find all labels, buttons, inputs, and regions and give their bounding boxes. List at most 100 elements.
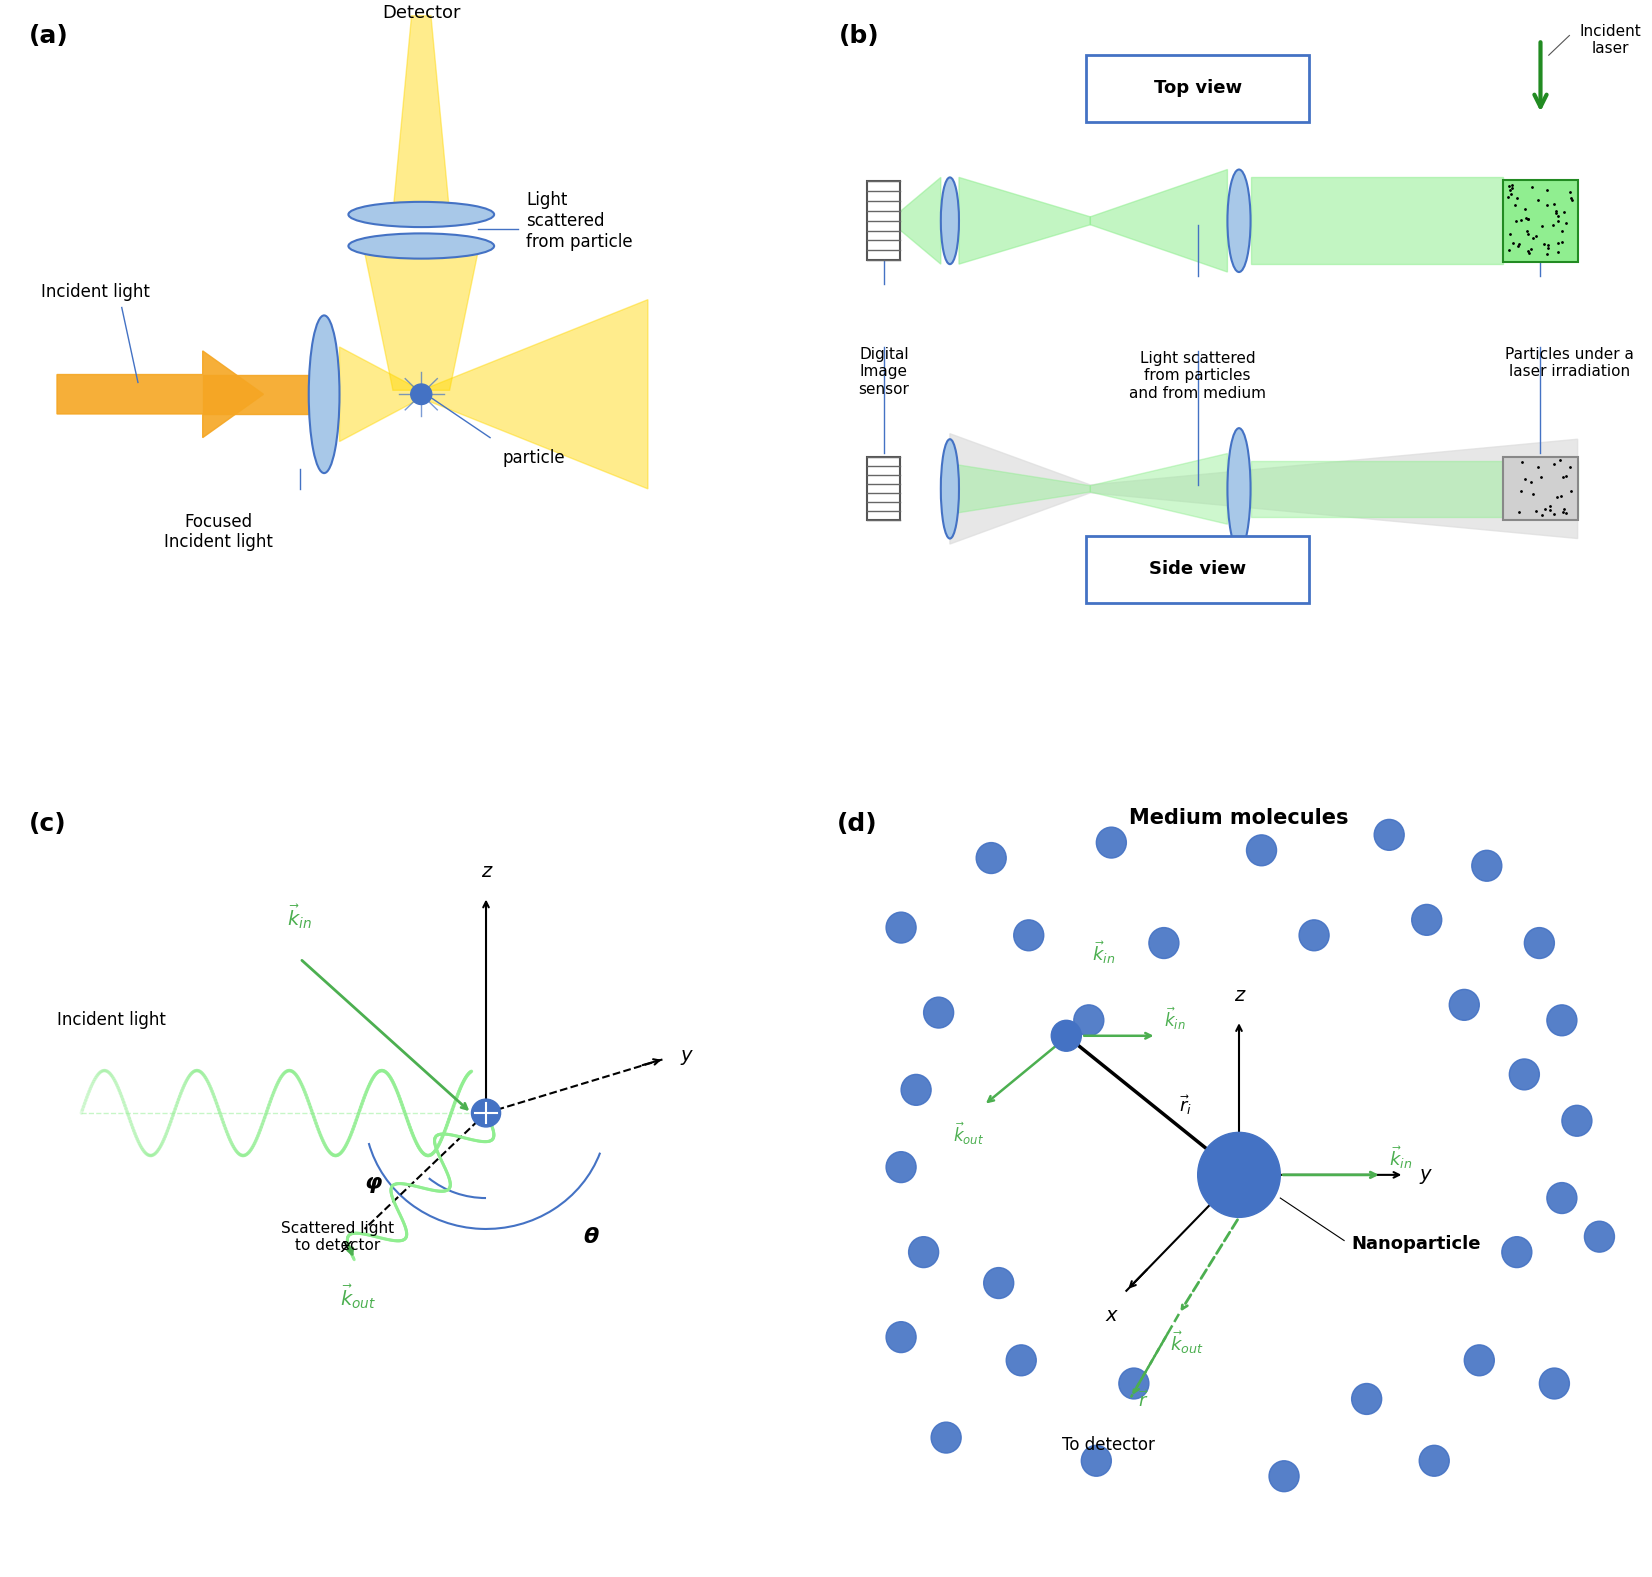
Text: Medium molecules: Medium molecules [1130, 807, 1348, 828]
Text: $\vec{k}_{in}$: $\vec{k}_{in}$ [287, 904, 312, 932]
Text: (c): (c) [28, 812, 66, 836]
Circle shape [1082, 1445, 1112, 1476]
Bar [867, 457, 900, 520]
Polygon shape [1251, 460, 1578, 517]
Polygon shape [950, 434, 1578, 544]
FancyBboxPatch shape [1087, 55, 1310, 123]
Polygon shape [1251, 177, 1503, 265]
Circle shape [1419, 1445, 1449, 1476]
Ellipse shape [942, 438, 958, 538]
Text: Digital
Image
sensor: Digital Image sensor [859, 347, 909, 397]
Circle shape [1584, 1221, 1614, 1252]
Text: $\vec{k}_{out}$: $\vec{k}_{out}$ [340, 1282, 377, 1312]
Bar [1503, 180, 1578, 262]
Text: (b): (b) [839, 24, 879, 47]
Polygon shape [1090, 454, 1227, 524]
Circle shape [411, 383, 431, 405]
Polygon shape [421, 300, 648, 489]
Polygon shape [56, 350, 263, 437]
Circle shape [1540, 1367, 1569, 1399]
Circle shape [1097, 826, 1127, 858]
Circle shape [1472, 850, 1502, 882]
Ellipse shape [1227, 169, 1251, 271]
Text: (d): (d) [838, 812, 877, 836]
Text: Focused
Incident light: Focused Incident light [165, 513, 273, 552]
Text: $\vec{k}_{out}$: $\vec{k}_{out}$ [1170, 1329, 1203, 1356]
Text: Scattered light
to detector: Scattered light to detector [281, 1221, 395, 1254]
Circle shape [1449, 989, 1479, 1020]
Circle shape [1525, 927, 1555, 959]
Text: z: z [1234, 986, 1244, 1005]
Circle shape [1502, 1236, 1531, 1268]
Text: Incident
laser: Incident laser [1579, 24, 1642, 57]
Circle shape [1351, 1383, 1381, 1415]
Circle shape [1561, 1105, 1593, 1135]
Text: Detector: Detector [382, 5, 461, 22]
Circle shape [885, 1151, 917, 1183]
Text: Light scattered
from particles
and from medium: Light scattered from particles and from … [1130, 350, 1265, 401]
Ellipse shape [942, 177, 958, 263]
Ellipse shape [349, 233, 494, 259]
Circle shape [1074, 1005, 1104, 1036]
Text: $\vec{r}$: $\vec{r}$ [1138, 1389, 1150, 1410]
Circle shape [1412, 904, 1442, 935]
Circle shape [1298, 919, 1330, 951]
Circle shape [909, 1236, 938, 1268]
Text: z: z [481, 863, 491, 882]
Circle shape [1051, 1020, 1082, 1052]
Text: Nanoparticle: Nanoparticle [1351, 1235, 1482, 1254]
Text: $\vec{r}_i$: $\vec{r}_i$ [1180, 1093, 1193, 1117]
Text: Light
scattered
from particle: Light scattered from particle [527, 191, 633, 251]
Text: $\vec{k}_{in}$: $\vec{k}_{in}$ [1092, 940, 1115, 967]
Text: Incident light: Incident light [41, 282, 150, 301]
Polygon shape [900, 177, 942, 263]
Polygon shape [340, 347, 421, 442]
Text: Side view: Side view [1150, 560, 1246, 579]
Polygon shape [1090, 169, 1227, 271]
FancyBboxPatch shape [1087, 536, 1310, 602]
Text: $\vec{k}_{out}$: $\vec{k}_{out}$ [953, 1121, 985, 1146]
Circle shape [1118, 1367, 1148, 1399]
Circle shape [900, 1074, 932, 1105]
Text: $\vec{k}_{in}$: $\vec{k}_{in}$ [1389, 1145, 1412, 1172]
Text: $\vec{k}_{in}$: $\vec{k}_{in}$ [1165, 1006, 1186, 1031]
Circle shape [1269, 1460, 1298, 1492]
Text: y: y [681, 1046, 692, 1064]
Circle shape [1014, 919, 1044, 951]
Circle shape [923, 997, 953, 1028]
Text: φ: φ [363, 1173, 382, 1192]
Circle shape [1546, 1183, 1578, 1214]
Text: Particles under a
laser irradiation: Particles under a laser irradiation [1505, 347, 1634, 380]
Polygon shape [950, 464, 1090, 514]
Bar [1503, 457, 1578, 520]
Text: y: y [1419, 1165, 1431, 1184]
Circle shape [885, 912, 917, 943]
Ellipse shape [309, 315, 340, 473]
Polygon shape [203, 374, 312, 415]
Circle shape [1546, 1005, 1578, 1036]
Circle shape [932, 1422, 961, 1452]
Text: To detector: To detector [1062, 1437, 1155, 1454]
Circle shape [983, 1268, 1014, 1298]
Bar [867, 181, 900, 260]
Circle shape [471, 1099, 501, 1128]
Circle shape [1198, 1132, 1280, 1217]
Polygon shape [958, 177, 1090, 263]
Text: x: x [1105, 1306, 1117, 1325]
Text: θ: θ [583, 1227, 600, 1247]
Circle shape [1006, 1345, 1036, 1375]
Ellipse shape [1227, 427, 1251, 549]
Text: particle: particle [502, 449, 565, 467]
Circle shape [1510, 1060, 1540, 1090]
Circle shape [1247, 834, 1277, 866]
Text: Incident light: Incident light [56, 1011, 165, 1030]
Ellipse shape [349, 202, 494, 227]
Circle shape [976, 842, 1006, 874]
Circle shape [885, 1322, 917, 1353]
Polygon shape [365, 252, 477, 390]
Circle shape [1148, 927, 1180, 959]
Text: x: x [340, 1236, 352, 1255]
Circle shape [1464, 1345, 1495, 1375]
Text: (a): (a) [28, 24, 68, 47]
Polygon shape [393, 16, 449, 213]
